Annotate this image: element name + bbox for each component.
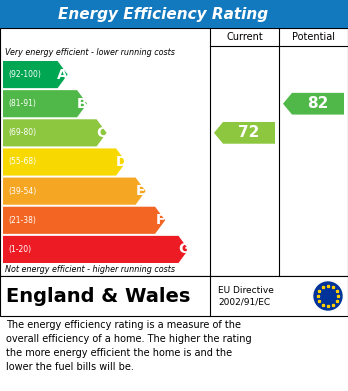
Polygon shape <box>3 61 68 88</box>
Text: EU Directive
2002/91/EC: EU Directive 2002/91/EC <box>218 285 274 307</box>
Polygon shape <box>3 119 106 146</box>
Bar <box>0 0 348 28</box>
Text: (69-80): (69-80) <box>8 128 36 137</box>
Text: (39-54): (39-54) <box>8 187 36 196</box>
Text: Very energy efficient - lower running costs: Very energy efficient - lower running co… <box>5 48 175 57</box>
Text: (1-20): (1-20) <box>8 245 31 254</box>
Text: (55-68): (55-68) <box>8 158 36 167</box>
Polygon shape <box>3 178 145 205</box>
Text: A: A <box>57 68 68 82</box>
Text: (81-91): (81-91) <box>8 99 36 108</box>
Polygon shape <box>3 90 87 117</box>
Text: The energy efficiency rating is a measure of the
overall efficiency of a home. T: The energy efficiency rating is a measur… <box>6 320 252 372</box>
Text: 82: 82 <box>307 96 329 111</box>
Text: D: D <box>115 155 127 169</box>
Polygon shape <box>3 236 189 263</box>
Text: Current: Current <box>226 32 263 42</box>
Text: (21-38): (21-38) <box>8 216 36 225</box>
Text: 72: 72 <box>238 126 260 140</box>
Text: F: F <box>155 213 165 227</box>
Polygon shape <box>214 122 275 144</box>
Text: Energy Efficiency Rating: Energy Efficiency Rating <box>58 7 269 22</box>
Polygon shape <box>3 207 165 234</box>
Bar <box>0 28 348 276</box>
Polygon shape <box>283 93 344 115</box>
Circle shape <box>314 282 342 310</box>
Polygon shape <box>3 149 126 176</box>
Text: C: C <box>96 126 107 140</box>
Text: G: G <box>178 242 189 256</box>
Bar <box>0 276 348 316</box>
Text: Potential: Potential <box>292 32 335 42</box>
Text: (92-100): (92-100) <box>8 70 41 79</box>
Text: B: B <box>77 97 87 111</box>
Text: England & Wales: England & Wales <box>6 287 190 305</box>
Text: Not energy efficient - higher running costs: Not energy efficient - higher running co… <box>5 265 175 274</box>
Text: E: E <box>136 184 145 198</box>
